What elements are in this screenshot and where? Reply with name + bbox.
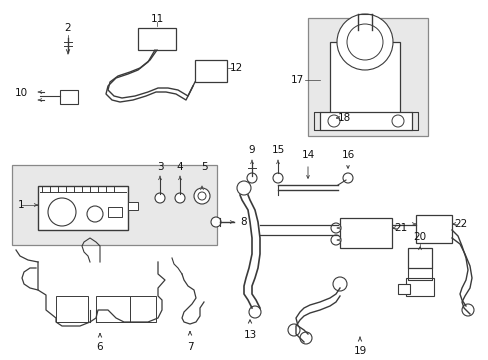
Text: 20: 20 bbox=[412, 232, 426, 242]
Bar bbox=[38, 186, 128, 230]
Bar bbox=[108, 207, 122, 217]
Circle shape bbox=[461, 304, 473, 316]
Text: 18: 18 bbox=[337, 113, 350, 123]
Text: 21: 21 bbox=[393, 223, 407, 233]
Text: 15: 15 bbox=[271, 145, 284, 155]
Bar bbox=[319, 112, 411, 130]
Bar bbox=[405, 278, 433, 296]
Text: 6: 6 bbox=[97, 342, 103, 352]
Circle shape bbox=[175, 193, 184, 203]
Bar bbox=[60, 90, 78, 104]
Text: 11: 11 bbox=[150, 14, 163, 24]
Bar bbox=[56, 296, 88, 322]
Bar bbox=[96, 296, 130, 322]
Circle shape bbox=[198, 192, 205, 200]
Bar bbox=[138, 28, 176, 50]
Text: 22: 22 bbox=[453, 219, 467, 229]
Text: 4: 4 bbox=[176, 162, 183, 172]
Bar bbox=[128, 202, 138, 210]
Circle shape bbox=[346, 24, 382, 60]
Text: 14: 14 bbox=[301, 150, 314, 160]
Text: 8: 8 bbox=[240, 217, 246, 227]
Circle shape bbox=[87, 206, 103, 222]
Text: 12: 12 bbox=[229, 63, 243, 73]
Text: 7: 7 bbox=[186, 342, 193, 352]
Text: 13: 13 bbox=[243, 330, 256, 340]
Circle shape bbox=[155, 193, 164, 203]
Circle shape bbox=[330, 235, 340, 245]
Bar bbox=[339, 218, 391, 248]
Circle shape bbox=[327, 115, 339, 127]
Circle shape bbox=[248, 306, 261, 318]
Bar bbox=[307, 18, 427, 136]
Text: 10: 10 bbox=[15, 88, 28, 98]
Text: 3: 3 bbox=[156, 162, 163, 172]
Text: 17: 17 bbox=[290, 75, 304, 85]
Circle shape bbox=[246, 173, 257, 183]
Circle shape bbox=[336, 14, 392, 70]
Text: 5: 5 bbox=[200, 162, 207, 172]
Text: 2: 2 bbox=[64, 23, 71, 33]
Bar bbox=[415, 215, 451, 243]
Circle shape bbox=[194, 188, 209, 204]
Bar bbox=[195, 60, 226, 82]
Circle shape bbox=[391, 115, 403, 127]
Circle shape bbox=[272, 173, 283, 183]
Text: 9: 9 bbox=[248, 145, 255, 155]
Bar bbox=[397, 284, 409, 294]
Bar bbox=[12, 165, 217, 245]
Circle shape bbox=[330, 223, 340, 233]
Circle shape bbox=[332, 277, 346, 291]
Circle shape bbox=[237, 181, 250, 195]
Text: 19: 19 bbox=[353, 346, 366, 356]
Circle shape bbox=[287, 324, 299, 336]
Bar bbox=[130, 296, 156, 322]
Bar bbox=[329, 42, 399, 114]
Circle shape bbox=[48, 198, 76, 226]
Bar bbox=[407, 248, 431, 268]
Text: 1: 1 bbox=[18, 200, 24, 210]
Text: 16: 16 bbox=[341, 150, 354, 160]
Circle shape bbox=[299, 332, 311, 344]
Circle shape bbox=[342, 173, 352, 183]
Circle shape bbox=[210, 217, 221, 227]
